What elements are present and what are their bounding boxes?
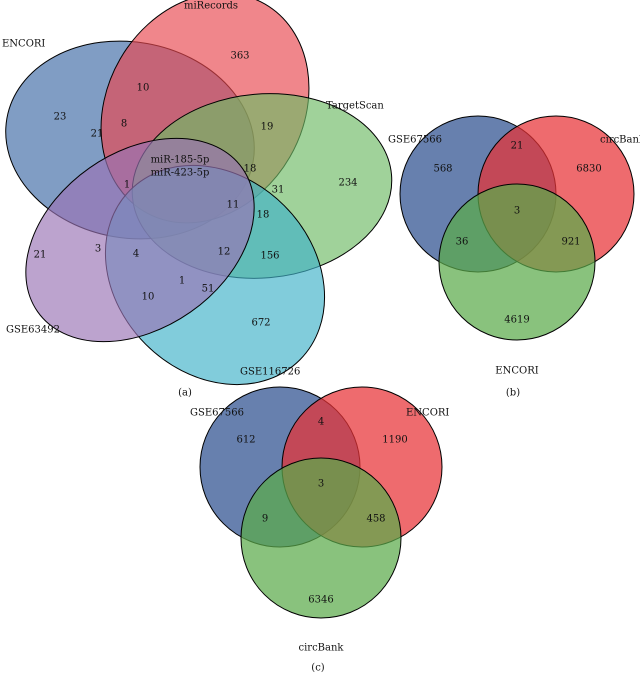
set-label-encori: ENCORI: [406, 408, 449, 419]
region-count: 31: [272, 185, 285, 196]
region-count: 9: [262, 514, 268, 525]
region-count: 11: [227, 200, 240, 211]
region-count: 3: [514, 206, 520, 217]
region-count: 234: [338, 178, 357, 189]
set-label-encori: ENCORI: [2, 39, 45, 50]
region-count: 6830: [576, 164, 601, 175]
region-count: 18: [257, 210, 270, 221]
region-count: 612: [236, 435, 255, 446]
center-label: miR-185-5p: [151, 155, 210, 166]
set-label-mirecords: miRecords: [184, 1, 238, 12]
set-label-circbank: circBank: [299, 643, 345, 654]
region-count: 19: [261, 122, 274, 133]
region-count: 6346: [308, 595, 333, 606]
region-count: 4: [318, 417, 324, 428]
region-count: 36: [456, 237, 469, 248]
venn-panel-c: GSE67566 ENCORI circBank 612 1190 6346 4…: [190, 386, 449, 674]
set-circle-encori: [438, 183, 596, 341]
region-count: 568: [433, 164, 452, 175]
region-count: 8: [121, 119, 127, 130]
center-label: miR-423-5p: [151, 168, 210, 179]
region-count: 1190: [382, 435, 407, 446]
set-circle-circbank: [240, 457, 402, 619]
region-count: 4619: [504, 315, 529, 326]
region-count: 458: [366, 514, 385, 525]
region-count: 51: [202, 284, 215, 295]
region-count: 21: [34, 250, 47, 261]
venn-panel-b: GSE67566 circBank ENCORI 568 6830 4619 2…: [388, 115, 640, 399]
set-label-targetscan: TargetScan: [326, 101, 384, 112]
region-count: 18: [244, 164, 257, 175]
region-count: 672: [251, 318, 270, 329]
region-count: 156: [260, 251, 279, 262]
set-label-gse67566: GSE67566: [388, 135, 442, 146]
set-ellipse-gse63492: [25, 137, 255, 343]
region-count: 363: [230, 51, 249, 62]
panel-caption-a: (a): [178, 388, 192, 399]
region-count: 3: [318, 479, 324, 490]
region-count: 10: [142, 292, 155, 303]
panel-caption-b: (b): [506, 388, 520, 399]
set-label-gse63492: GSE63492: [6, 325, 60, 336]
set-label-gse67566: GSE67566: [190, 408, 244, 419]
region-count: 10: [137, 83, 150, 94]
set-label-encori: ENCORI: [495, 366, 538, 377]
set-label-gse116726: GSE116726: [240, 367, 300, 378]
region-count: 1: [179, 276, 185, 287]
set-label-circbank: circBank: [600, 135, 640, 146]
venn-panel-a: ENCORI miRecords TargetScan GSE116726 GS…: [2, 0, 393, 399]
region-count: 1: [124, 180, 130, 191]
region-count: 23: [54, 112, 67, 123]
region-count: 12: [218, 247, 231, 258]
region-count: 4: [133, 249, 139, 260]
panel-caption-c: (c): [311, 663, 325, 674]
region-count: 21: [511, 141, 524, 152]
region-count: 3: [95, 244, 101, 255]
region-count: 21: [91, 129, 104, 140]
region-count: 921: [561, 237, 580, 248]
